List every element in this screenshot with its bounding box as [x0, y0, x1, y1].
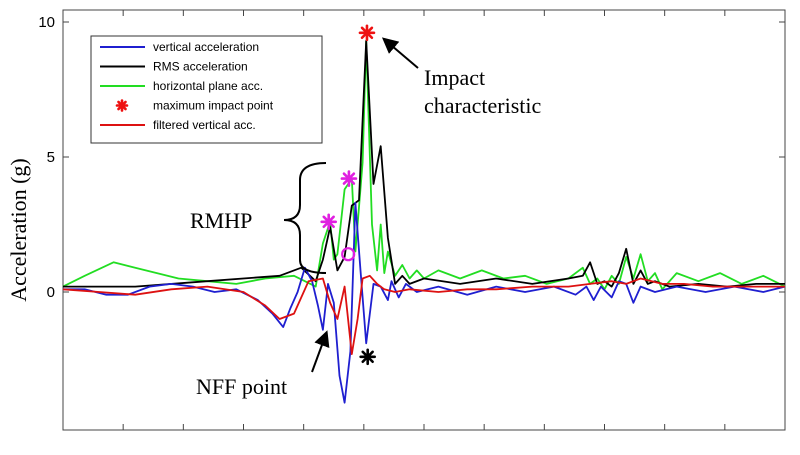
legend-label: RMS acceleration: [153, 60, 248, 74]
rmhp-peak-marker: [320, 213, 337, 231]
legend-entry: maximum impact point: [115, 99, 274, 113]
nff-annotation: NFF point: [196, 330, 330, 399]
series-line-filtered-vertical-acc: [62, 274, 785, 356]
series-layer: [62, 40, 786, 404]
legend-entry: vertical acceleration: [100, 40, 259, 54]
legend-label: maximum impact point: [153, 99, 274, 113]
legend-label: vertical acceleration: [153, 40, 259, 54]
legend-swatch: [115, 99, 129, 112]
tick-layer: 0 5 10: [38, 10, 785, 430]
series-line-horizontal-plane-acc: [62, 40, 786, 291]
nff-arrow: [311, 330, 330, 373]
legend-items: vertical acceleration RMS acceleration hor…: [100, 40, 274, 132]
maximum-impact-marker: [358, 24, 376, 42]
y-axis-label: Acceleration (g): [6, 158, 31, 302]
rmhp-brace: [283, 162, 327, 274]
rmhp-annotation: RMHP: [190, 162, 327, 274]
rmhp-label: RMHP: [190, 208, 252, 233]
series-line-rms-acceleration: [63, 40, 785, 288]
nff-point-marker: [359, 348, 376, 366]
y-tick-label: 10: [38, 14, 55, 31]
y-tick-label: 0: [47, 284, 55, 301]
legend-entry: filtered vertical acc.: [100, 118, 256, 132]
impact-arrow: [381, 37, 419, 69]
impact-label-line2: characteristic: [424, 93, 541, 118]
rmhp-onset-marker: [341, 247, 356, 262]
legend-entry: RMS acceleration: [100, 60, 248, 74]
impact-label-line1: Impact: [424, 65, 485, 90]
marker-layer: [320, 24, 376, 366]
impact-annotation: Impact characteristic: [381, 37, 541, 118]
legend-label: horizontal plane acc.: [153, 79, 263, 93]
legend-label: filtered vertical acc.: [153, 118, 256, 132]
y-tick-label: 5: [47, 149, 55, 166]
legend: vertical acceleration RMS acceleration hor…: [90, 35, 323, 144]
rmhp-peak-marker: [340, 170, 358, 187]
legend-entry: horizontal plane acc.: [100, 79, 263, 93]
nff-label: NFF point: [196, 374, 287, 399]
